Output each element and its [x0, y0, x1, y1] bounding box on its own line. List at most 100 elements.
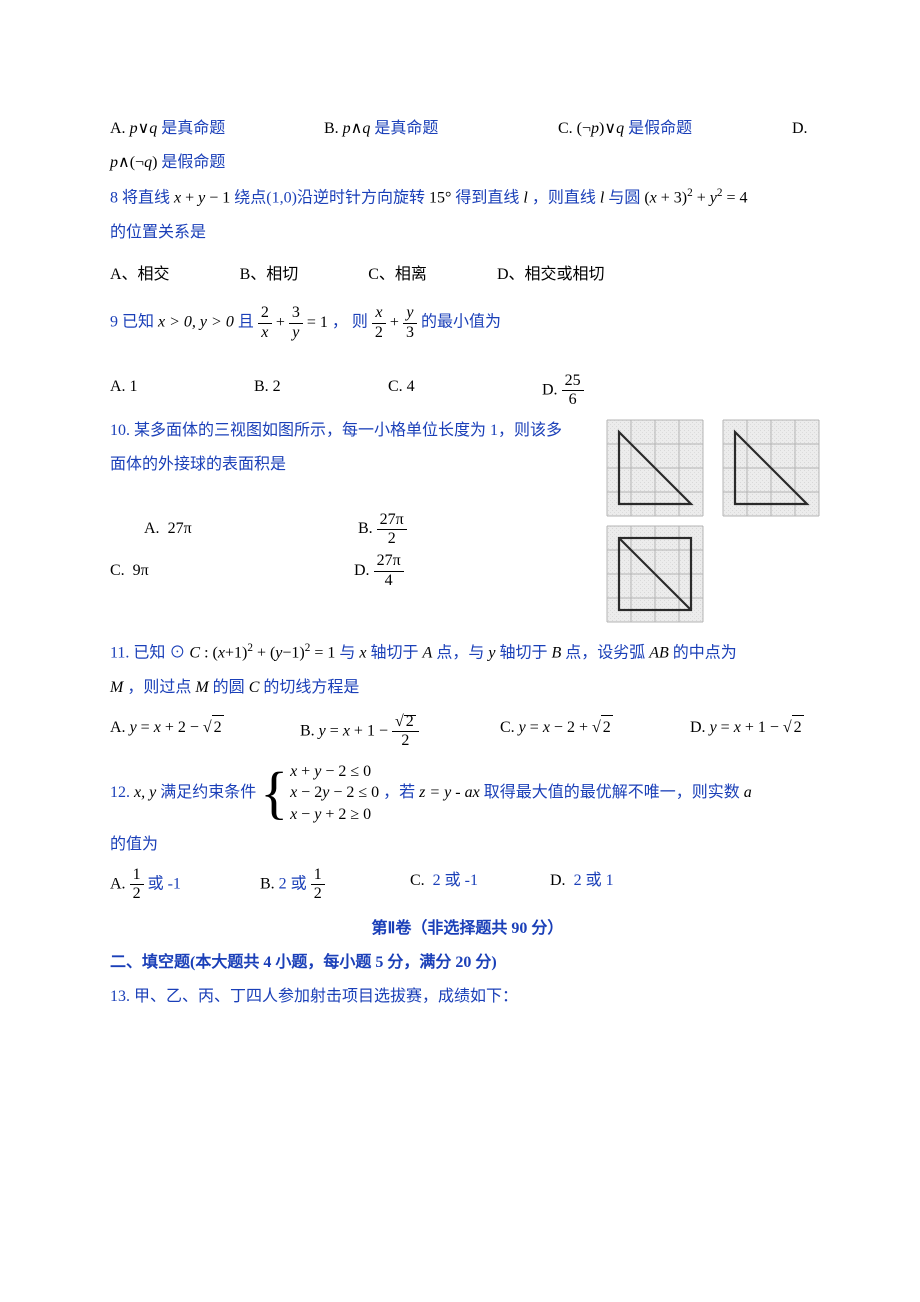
q8-options: A、相交 B、相切 C、相离 D、相交或相切 [110, 260, 825, 290]
q11-Apt: A [423, 644, 433, 661]
q9-f1d: x [258, 324, 272, 342]
q7-d-line: p∧(¬q) 是假命题 [110, 148, 825, 178]
q12-avar: a [744, 784, 752, 801]
q10-a-val: 27π [168, 520, 192, 537]
q11-l2b: 的圆 [213, 679, 249, 696]
q11-Bpt: B [551, 644, 561, 661]
q12-an: 1 [130, 866, 144, 885]
q7-d-text: 是假命题 [161, 154, 225, 171]
q12-a: 12. [110, 784, 134, 801]
q12-at: 或 -1 [148, 875, 181, 892]
q9-opt-a: A. 1 [110, 372, 210, 410]
q9-opt-c: C. 4 [388, 372, 498, 410]
q11-stem2: M ，则过点 M 的圆 C 的切线方程是 [110, 673, 825, 703]
q8-stem2: 的位置关系是 [110, 218, 825, 248]
q9-f4n: y [403, 304, 417, 323]
q10-a-label: A. [144, 520, 160, 537]
q11-colon: : [204, 644, 212, 661]
q7-a-label: A. [110, 120, 126, 137]
q11-y: y [488, 644, 495, 661]
q8-opt-d: D、相交或相切 [497, 260, 605, 290]
q9-stem: 9 已知 x > 0, y > 0 且 2x + 3y = 1 ， 则 x2 +… [110, 304, 825, 342]
q10-b-num: 27π [377, 511, 407, 530]
three-view-figure [603, 416, 825, 626]
q8-opt-c: C、相离 [368, 260, 427, 290]
q9-d-num: 25 [562, 372, 584, 391]
q12-al: A. [110, 875, 126, 892]
q10-d-num: 27π [374, 552, 404, 571]
q9-and: 且 [238, 314, 258, 331]
q12-ct: 2 或 -1 [433, 872, 478, 889]
q9-f4d: 3 [403, 324, 417, 342]
q9-gt: x > 0, y > 0 [158, 314, 234, 331]
q12-bn: 1 [311, 866, 325, 885]
q11-C: C [189, 644, 200, 661]
q11-rhs: = 1 [314, 644, 335, 661]
q11-oc-l: C. [500, 719, 515, 736]
q7-d-label: D. [792, 120, 808, 137]
q9-rhs: = 1 [307, 314, 328, 331]
q11-l2a: ，则过点 [127, 679, 195, 696]
q8-l1: l [523, 189, 527, 206]
q10-b-den: 2 [377, 530, 407, 548]
q9-opt-d: D. 256 [542, 372, 584, 410]
q8-c: 得到直线 [455, 189, 519, 206]
q12-xy: x, y [134, 784, 156, 801]
q11-with: 与 [339, 644, 359, 661]
q8-l2: l [600, 189, 604, 206]
q13: 13. 甲、乙、丙、丁四人参加射击项目选拔赛，成绩如下： [110, 982, 825, 1012]
q9-a: 9 已知 [110, 314, 158, 331]
q11-x: x [359, 644, 366, 661]
q9-options: A. 1 B. 2 C. 4 D. 256 [110, 372, 825, 410]
q12-tail: 的值为 [110, 830, 825, 860]
q11-pd: 轴切于 [499, 644, 551, 661]
constraint-system: { x + y − 2 ≤ 0 x − 2y − 2 ≤ 0 x − y + 2… [260, 761, 379, 826]
q7-c-text: 是假命题 [628, 120, 692, 137]
q11-M2: M [195, 679, 208, 696]
q11-options: A. y = x + 2 − √2 B. y = x + 1 − √22 C. … [110, 713, 825, 751]
q11-stem: 11. 已知 ⊙ C : (x+1)2 + (y−1)2 = 1 与 x 轴切于… [110, 638, 825, 669]
q12-d: 取得最大值的最优解不唯一，则实数 [484, 784, 744, 801]
q11-pb: 轴切于 [371, 644, 423, 661]
q8-e: 与圆 [608, 189, 644, 206]
q11-r2a: 2 [213, 719, 224, 736]
q8-opt-a: A、相交 [110, 260, 170, 290]
q10-d-label: D. [354, 562, 370, 579]
q7-c-label: C. [558, 120, 573, 137]
q11-pc: 点，与 [436, 644, 488, 661]
q9-f1n: 2 [258, 304, 272, 323]
q12-z: z = y - ax [419, 784, 480, 801]
q7-a-text: 是真命题 [161, 120, 225, 137]
q8-opt-b: B、相切 [240, 260, 299, 290]
q12-options: A. 12 或 -1 B. 2 或 12 C. 2 或 -1 D. 2 或 1 [110, 866, 825, 904]
q9-comma: ， 则 [332, 314, 372, 331]
q11-r2c: 2 [602, 719, 613, 736]
q12-dt: 2 或 1 [574, 872, 614, 889]
q10-c-label: C. [110, 562, 125, 579]
q12-c: ，若 [383, 784, 419, 801]
q12-cl: C. [410, 872, 425, 889]
q10-d-den: 4 [374, 572, 404, 590]
q9-f2n: 3 [289, 304, 303, 323]
q11-pf: 的中点为 [673, 644, 737, 661]
part2-title: 第Ⅱ卷（非选择题共 90 分） [110, 914, 825, 944]
q12-stem: 12. x, y 满足约束条件 { x + y − 2 ≤ 0 x − 2y −… [110, 761, 825, 826]
q9-f3d: 2 [372, 324, 386, 342]
q8-stem: 8 将直线 x + y − 1 绕点(1,0)沿逆时针方向旋转 15° 得到直线… [110, 183, 825, 214]
q10-c-val: 9π [133, 562, 149, 579]
q8-deg: 15° [429, 189, 451, 206]
q12-ad: 2 [130, 885, 144, 903]
q11-r2b: 2 [405, 713, 416, 730]
q11-AB: AB [649, 644, 669, 661]
q11-pe: 点，设劣弧 [565, 644, 649, 661]
q11-r2d: 2 [793, 719, 804, 736]
q7-b-label: B. [324, 120, 339, 137]
q11-M: M [110, 679, 123, 696]
q12-bl: B. [260, 875, 275, 892]
q9-f3n: x [372, 304, 386, 323]
q11-hb: 2 [392, 732, 419, 750]
q9-d-den: 6 [562, 391, 584, 409]
q11-a: 11. 已知 ⊙ [110, 644, 185, 661]
q11-ob-l: B. [300, 723, 315, 740]
q12-dl: D. [550, 872, 566, 889]
